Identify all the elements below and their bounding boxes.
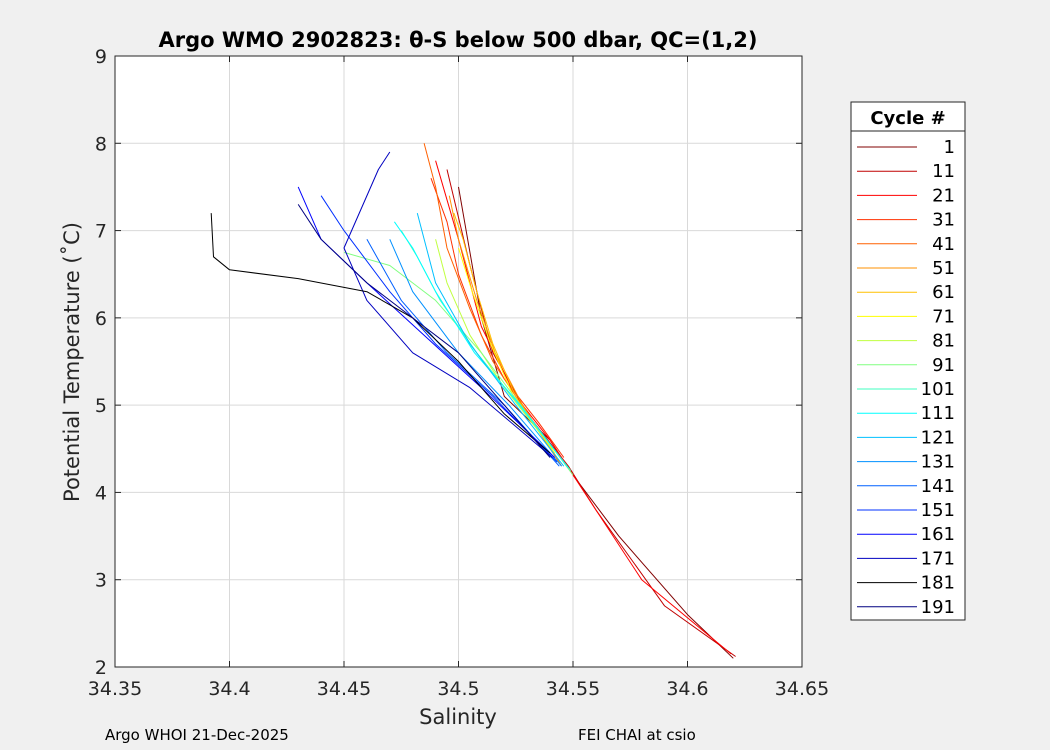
legend-title: Cycle # bbox=[870, 108, 945, 129]
legend-label-cycle-191: 191 bbox=[921, 597, 955, 618]
y-tick-label: 7 bbox=[95, 221, 107, 243]
y-tick-label: 5 bbox=[95, 395, 107, 417]
legend-label-cycle-21: 21 bbox=[932, 185, 955, 206]
legend-box bbox=[850, 101, 966, 621]
series-line-cycle-181 bbox=[210, 213, 551, 454]
series-line-cycle-51 bbox=[448, 195, 560, 463]
legend-label-cycle-181: 181 bbox=[921, 573, 955, 594]
x-tick-label: 34.65 bbox=[775, 678, 829, 700]
x-tick-labels: 34.35 34.4 34.45 34.5 34.55 34.6 34.65 bbox=[88, 678, 829, 700]
legend-label-cycle-31: 31 bbox=[932, 210, 955, 231]
series-line-cycle-21 bbox=[435, 160, 732, 655]
legend-label-cycle-81: 81 bbox=[932, 331, 955, 352]
y-tick-label: 2 bbox=[95, 657, 107, 679]
legend-label-cycle-41: 41 bbox=[932, 234, 955, 255]
x-tick-label: 34.5 bbox=[437, 678, 479, 700]
legend-label-cycle-11: 11 bbox=[932, 161, 955, 182]
plot-frame bbox=[114, 55, 803, 668]
legend-label-cycle-141: 141 bbox=[921, 476, 955, 497]
y-tick-label: 3 bbox=[95, 570, 107, 592]
legend-label-cycle-51: 51 bbox=[932, 258, 955, 279]
y-tick-label: 9 bbox=[95, 46, 107, 68]
legend: Cycle # 11121314151617181911011111211311… bbox=[850, 101, 966, 621]
y-axis-label: Potential Temperature (˚C) bbox=[60, 222, 84, 502]
x-tick-label: 34.45 bbox=[317, 678, 371, 700]
y-tick-label: 4 bbox=[95, 482, 107, 504]
legend-label-cycle-71: 71 bbox=[932, 306, 955, 327]
legend-label-cycle-91: 91 bbox=[932, 355, 955, 376]
series-line-cycle-121 bbox=[416, 212, 565, 467]
x-tick-label: 34.4 bbox=[208, 678, 250, 700]
series-line-cycle-191 bbox=[297, 204, 551, 458]
series-lines bbox=[210, 143, 736, 659]
legend-label-cycle-171: 171 bbox=[921, 548, 955, 569]
x-axis-label: Salinity bbox=[419, 705, 497, 729]
legend-entries: 1112131415161718191101111121131141151161… bbox=[857, 137, 955, 618]
series-line-cycle-171 bbox=[343, 151, 553, 458]
legend-label-cycle-111: 111 bbox=[921, 403, 955, 424]
chart-title: Argo WMO 2902823: θ-S below 500 dbar, QC… bbox=[159, 28, 758, 52]
legend-label-cycle-131: 131 bbox=[921, 452, 955, 473]
x-tick-label: 34.35 bbox=[88, 678, 142, 700]
footer-credit: FEI CHAI at csio bbox=[578, 726, 696, 744]
legend-label-cycle-1: 1 bbox=[944, 137, 955, 158]
series-line-cycle-81 bbox=[435, 239, 553, 450]
footer-source: Argo WHOI 21-Dec-2025 bbox=[105, 726, 289, 744]
series-line-cycle-61 bbox=[453, 212, 558, 458]
series-line-cycle-161 bbox=[297, 186, 556, 458]
y-tick-labels: 2 3 4 5 6 7 8 9 bbox=[95, 46, 107, 679]
legend-label-cycle-151: 151 bbox=[921, 500, 955, 521]
y-tick-label: 8 bbox=[95, 133, 107, 155]
y-tick-label: 6 bbox=[95, 308, 107, 330]
legend-label-cycle-121: 121 bbox=[921, 427, 955, 448]
x-tick-label: 34.55 bbox=[546, 678, 600, 700]
series-line-cycle-111 bbox=[393, 221, 569, 469]
legend-label-cycle-61: 61 bbox=[932, 282, 955, 303]
x-tick-label: 34.6 bbox=[666, 678, 708, 700]
legend-label-cycle-101: 101 bbox=[921, 379, 955, 400]
legend-label-cycle-161: 161 bbox=[921, 524, 955, 545]
